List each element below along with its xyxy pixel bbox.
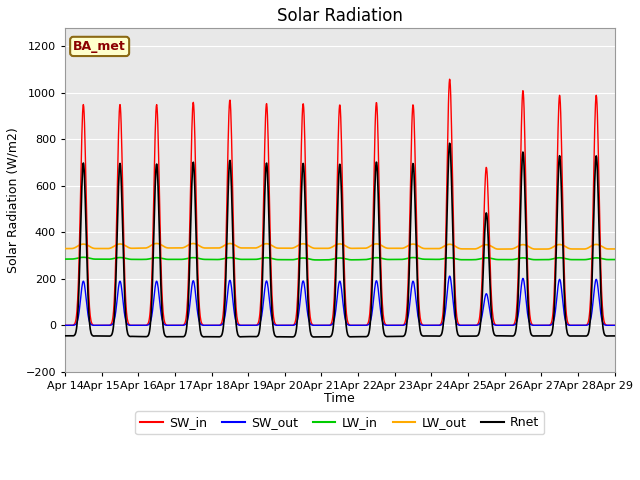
X-axis label: Time: Time [324,392,355,405]
Legend: SW_in, SW_out, LW_in, LW_out, Rnet: SW_in, SW_out, LW_in, LW_out, Rnet [136,411,544,434]
Text: BA_met: BA_met [73,40,126,53]
Y-axis label: Solar Radiation (W/m2): Solar Radiation (W/m2) [7,127,20,273]
Title: Solar Radiation: Solar Radiation [277,7,403,25]
